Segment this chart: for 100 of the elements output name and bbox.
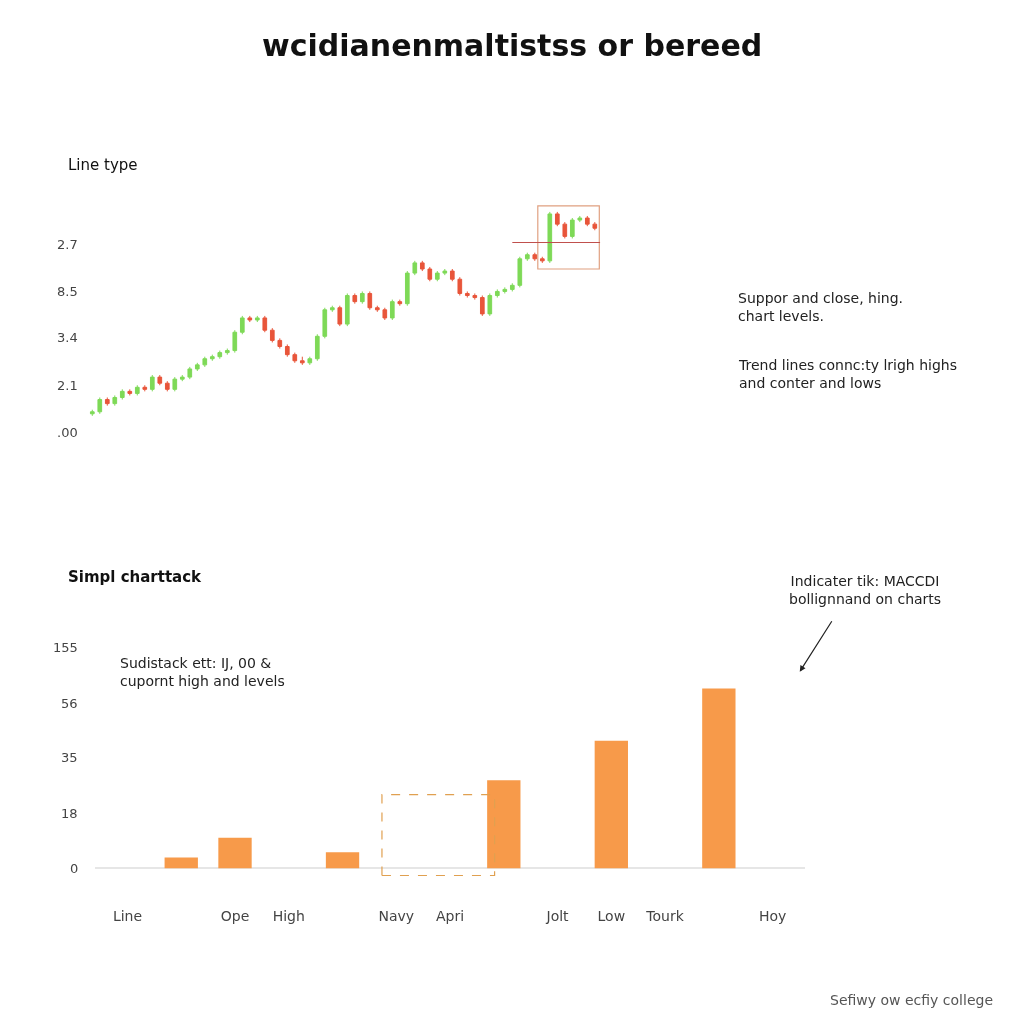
candlestick (554, 211, 560, 227)
candlestick (419, 260, 425, 272)
candlestick (584, 215, 590, 227)
candlestick (374, 305, 380, 313)
bar (487, 780, 521, 869)
candlestick (179, 374, 185, 382)
candlestick (284, 343, 290, 358)
bar (702, 688, 736, 869)
candlestick (299, 356, 305, 366)
x-tick-label: Navy (378, 907, 415, 924)
text: 2.1 (57, 378, 78, 393)
candlestick (472, 292, 478, 301)
candlestick (194, 362, 200, 372)
candlestick (562, 221, 568, 239)
candlestick (232, 329, 238, 354)
candlestick (157, 374, 163, 386)
candlestick (202, 356, 208, 368)
candlestick (112, 394, 118, 407)
candlestick (457, 276, 463, 297)
candlestick (532, 252, 538, 262)
candlestick (382, 307, 388, 321)
candlestick (254, 315, 260, 323)
bar (325, 852, 360, 869)
x-tick-label: Hoy (758, 907, 787, 924)
candlestick (262, 315, 268, 333)
candlestick (277, 337, 283, 350)
candlestick (119, 388, 125, 401)
candlestick (547, 211, 553, 264)
annotation: Sudistack ett: IJ, 00 & cupornt high and levels (120, 655, 285, 690)
text: Indicater tik: MACCDI bollignnand on charts (789, 573, 942, 608)
candlestick (442, 268, 448, 276)
text: 8.5 (57, 284, 78, 299)
text: Sefiwy ow ecfiy college (830, 992, 993, 1008)
text: 18 (61, 806, 78, 821)
candlestick (292, 352, 298, 364)
candlestick (89, 409, 95, 417)
x-tick-label: Jolt (545, 907, 570, 924)
text: 3.4 (57, 330, 78, 345)
candlestick (539, 256, 545, 264)
text: 2.7 (57, 237, 78, 252)
text: Suppor and close, hing. chart levels. (738, 290, 904, 325)
candlestick (412, 260, 418, 276)
chart-title: Simpl charttack (68, 568, 203, 586)
text: .00 (57, 425, 78, 440)
candlestick (509, 282, 515, 292)
candlestick (494, 288, 500, 299)
x-tick-label: Low (597, 907, 626, 924)
candlestick (164, 380, 170, 392)
candlestick (569, 217, 575, 239)
candlestick (449, 268, 455, 282)
candlestick (322, 307, 328, 339)
text: 35 (61, 750, 78, 765)
candlestick (524, 252, 530, 262)
x-tick-label: Ope (220, 907, 250, 924)
text: 56 (61, 696, 78, 711)
x-tick-label: Line (112, 907, 143, 924)
text: 155 (53, 640, 78, 655)
candlestick (427, 266, 433, 282)
candlestick (577, 215, 583, 223)
candlestick (209, 354, 215, 362)
x-tick-label: Apri (436, 907, 465, 924)
candlestick (134, 384, 140, 396)
candlestick (142, 384, 148, 392)
candlestick (389, 299, 395, 321)
candlestick (127, 388, 133, 396)
candlestick (344, 292, 350, 327)
candlestick (217, 350, 223, 360)
text: 0 (70, 861, 79, 876)
candlestick (187, 366, 193, 380)
bar (594, 740, 628, 869)
candlestick (517, 256, 523, 288)
candlestick (479, 295, 485, 317)
candlestick (337, 305, 343, 327)
x-tick-label: Tourk (645, 907, 685, 924)
candlestick (397, 299, 403, 307)
candlestick (172, 376, 178, 392)
candlestick (329, 305, 335, 313)
candlestick (269, 327, 275, 343)
candlestick (352, 292, 358, 305)
candlestick (104, 396, 110, 407)
candlestick (239, 315, 245, 335)
candlestick (592, 221, 598, 231)
candlestick (502, 286, 508, 294)
candlestick (224, 348, 230, 356)
bar (218, 837, 252, 869)
candlestick (434, 270, 440, 282)
candlestick (247, 315, 253, 323)
x-tick-label: High (272, 907, 305, 924)
text: Trend lines connc:ty lrigh highs and conter and lows (738, 357, 957, 392)
candlestick (314, 333, 320, 362)
candlestick (97, 396, 103, 415)
bar (164, 857, 198, 869)
candlestick (307, 356, 313, 366)
chart-subtitle: Line type (68, 156, 138, 174)
chart-title: wcidianenmaltistss or bereed (262, 28, 763, 63)
candlestick (404, 270, 410, 307)
candlestick (487, 292, 493, 317)
candlestick (367, 290, 373, 311)
candlestick (149, 374, 155, 392)
candlestick (464, 290, 470, 299)
